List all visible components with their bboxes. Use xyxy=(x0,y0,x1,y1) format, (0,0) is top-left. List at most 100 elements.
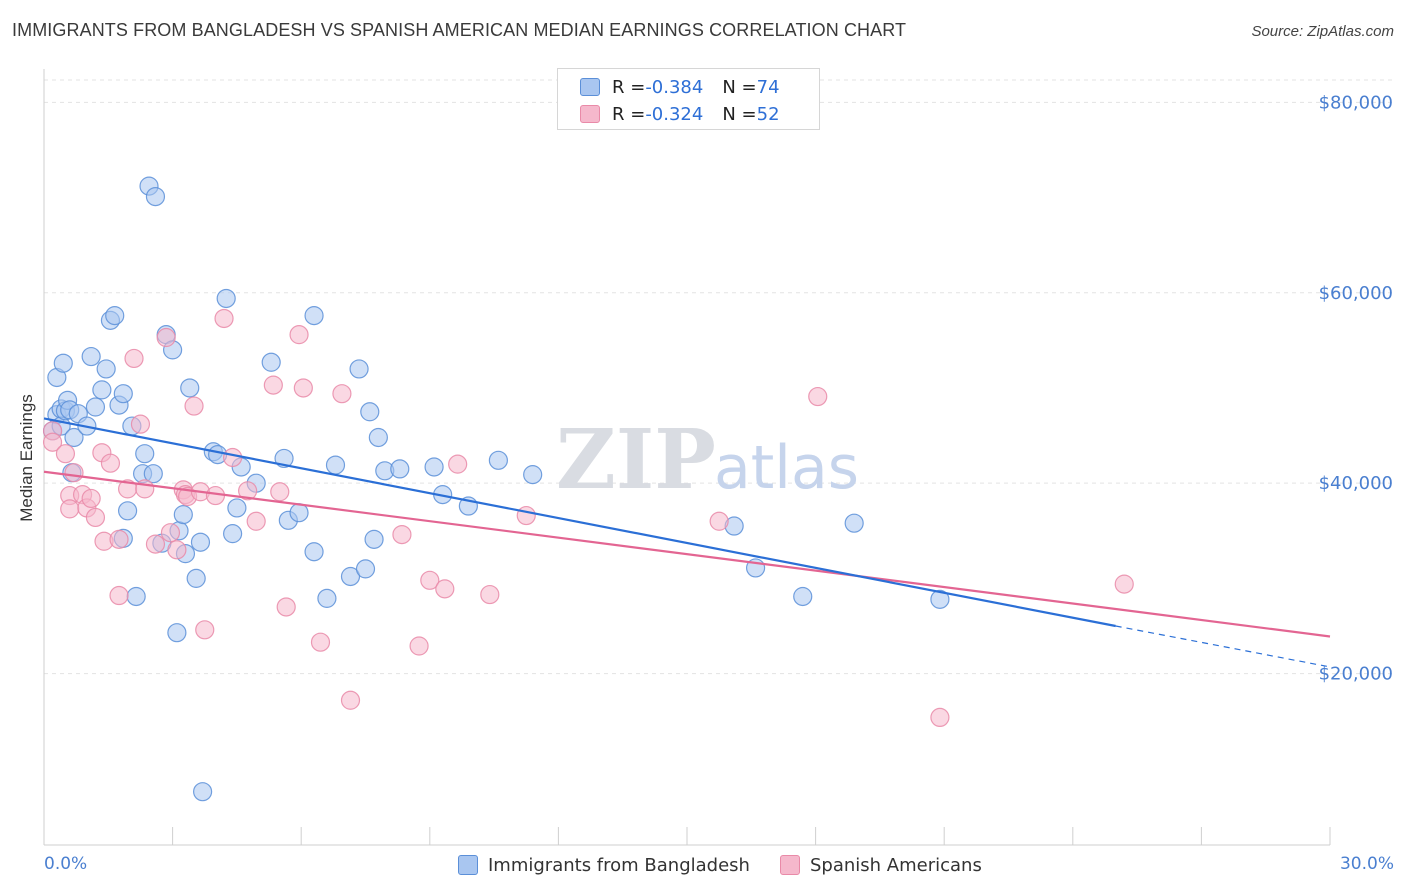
spanish-point xyxy=(130,414,151,434)
spanish-point xyxy=(289,325,309,345)
bangladesh-point xyxy=(261,352,281,372)
bangladesh-point xyxy=(180,378,200,398)
spanish-point xyxy=(109,529,129,549)
spanish-point xyxy=(55,444,76,464)
bangladesh-point xyxy=(355,559,376,579)
legend-r-label: R = xyxy=(612,76,646,98)
y-tick-labels: $20,000 $40,000 $60,000 $80,000 xyxy=(1319,92,1393,684)
legend-r-label: R = xyxy=(612,103,646,125)
bangladesh-point xyxy=(289,503,309,523)
bangladesh-point xyxy=(105,306,125,326)
spanish-point xyxy=(392,524,412,545)
spanish-point xyxy=(109,585,129,606)
bangladesh-point xyxy=(349,359,369,379)
spanish-point xyxy=(293,378,313,398)
y-axis-title: Median Earnings xyxy=(17,394,36,522)
spanish-point xyxy=(709,511,729,531)
spanish-point xyxy=(263,375,283,395)
legend-r-value: -0.324 xyxy=(645,103,704,125)
watermark: ZIP atlas xyxy=(556,412,859,508)
spanish-point xyxy=(167,540,187,560)
legend-swatch-pink xyxy=(780,855,800,875)
y-tick-label: $80,000 xyxy=(1319,92,1393,113)
bangladesh-point xyxy=(96,359,116,379)
bangladesh-point xyxy=(113,384,133,404)
bangladesh-point xyxy=(167,623,187,643)
legend-swatch-blue xyxy=(458,855,478,875)
x-tick-label: 0.0% xyxy=(44,854,87,874)
legend-n-label: N = xyxy=(722,103,757,125)
legend-swatch-blue xyxy=(580,78,600,96)
legend-row-bangladesh: R = -0.384 N = 74 xyxy=(580,75,780,99)
spanish-point xyxy=(310,632,331,652)
spanish-point xyxy=(238,481,258,501)
spanish-point xyxy=(448,454,468,474)
bangladesh-point xyxy=(424,457,444,477)
legend-label-spanish: Spanish Americans xyxy=(810,854,982,876)
bangladesh-trend-extension xyxy=(1115,625,1331,668)
legend-n-value: 52 xyxy=(756,103,780,125)
bangladesh-point xyxy=(81,346,101,367)
spanish-point xyxy=(246,511,266,531)
spanish-point xyxy=(60,499,80,519)
bangladesh-point xyxy=(488,450,508,470)
spanish-point xyxy=(160,523,181,543)
bangladesh-point xyxy=(227,498,247,518)
bangladesh-point xyxy=(193,782,213,802)
legend-swatch-pink xyxy=(580,105,600,123)
legend-r-value: -0.384 xyxy=(645,76,704,98)
bangladesh-point xyxy=(930,589,950,609)
x-tick-labels: 0.0% 30.0% xyxy=(44,854,1394,874)
bangladesh-point xyxy=(53,353,73,373)
x-tick-label: 30.0% xyxy=(1340,854,1394,874)
axes xyxy=(43,69,1331,846)
spanish-point xyxy=(214,308,234,329)
bangladesh-point xyxy=(126,586,146,607)
bangladesh-point xyxy=(304,542,324,562)
spanish-point xyxy=(270,482,290,502)
bangladesh-point xyxy=(117,501,138,521)
spanish-point xyxy=(930,707,950,728)
spanish-point xyxy=(184,396,204,416)
spanish-point xyxy=(420,570,440,590)
spanish-point xyxy=(276,597,296,617)
spanish-point xyxy=(145,534,166,554)
bangladesh-point xyxy=(64,427,84,448)
watermark-atlas: atlas xyxy=(714,433,859,503)
spanish-point xyxy=(135,479,155,499)
spanish-point xyxy=(195,620,215,640)
bangladesh-point xyxy=(793,586,813,607)
spanish-point xyxy=(85,507,106,528)
bangladesh-point xyxy=(173,505,193,525)
spanish-point xyxy=(435,579,455,599)
spanish-point xyxy=(100,453,121,473)
legend-item-spanish[interactable]: Spanish Americans xyxy=(780,852,982,878)
bangladesh-point xyxy=(190,532,211,552)
spanish-point xyxy=(64,463,84,483)
bangladesh-point xyxy=(85,397,106,417)
spanish-point xyxy=(1114,574,1134,594)
spanish-point xyxy=(516,505,536,526)
spanish-trend-line xyxy=(43,470,1331,638)
bangladesh-point xyxy=(143,464,163,484)
data-points xyxy=(42,176,1134,802)
spanish-point xyxy=(124,348,144,369)
watermark-zip: ZIP xyxy=(556,412,716,508)
bangladesh-point xyxy=(844,513,864,533)
spanish-point xyxy=(81,488,101,509)
spanish-point xyxy=(332,384,352,404)
spanish-point xyxy=(808,386,828,407)
bangladesh-point xyxy=(368,427,388,448)
source-label: Source: ZipAtlas.com xyxy=(1251,23,1394,40)
trend-lines xyxy=(43,417,1331,668)
legend-label-bangladesh: Immigrants from Bangladesh xyxy=(488,854,750,876)
chart-title: IMMIGRANTS FROM BANGLADESH VS SPANISH AM… xyxy=(12,20,907,40)
bangladesh-point xyxy=(216,288,236,309)
legend-row-spanish: R = -0.324 N = 52 xyxy=(580,102,780,126)
bangladesh-point xyxy=(145,186,166,207)
bangladesh-point xyxy=(186,568,206,588)
y-tick-label: $20,000 xyxy=(1319,664,1393,685)
legend-item-bangladesh[interactable]: Immigrants from Bangladesh xyxy=(458,852,750,878)
y-tick-label: $60,000 xyxy=(1319,283,1393,304)
